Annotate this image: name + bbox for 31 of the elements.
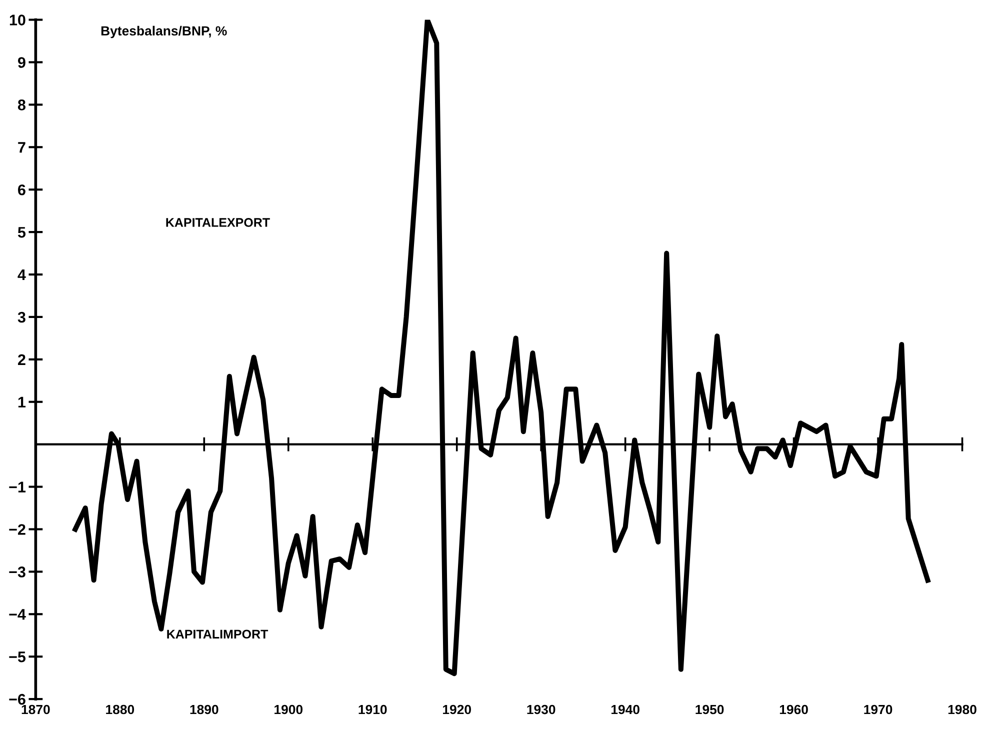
y-tick-label: 8 xyxy=(18,100,26,110)
y-tick-label: 4 xyxy=(18,270,26,280)
y-tick-label: 6 xyxy=(18,184,26,196)
y-tick-label: 10 xyxy=(10,14,26,26)
y-tick-label: −2 xyxy=(9,524,26,535)
x-tick-label: 1940 xyxy=(611,704,640,714)
y-tick-label: −1 xyxy=(9,482,26,492)
y-tick-label: −4 xyxy=(9,609,26,620)
x-tick-label: 1900 xyxy=(274,704,303,714)
y-tick-label: 9 xyxy=(18,57,26,68)
x-tick-label: 1910 xyxy=(358,704,387,714)
x-tick-label: 1890 xyxy=(190,704,218,714)
annotation: KAPITALEXPORT xyxy=(166,218,270,227)
x-tick-label: 1970 xyxy=(864,704,892,714)
y-axis-title: Bytesbalans/BNP, % xyxy=(101,26,227,38)
x-tick-label: 1930 xyxy=(527,704,556,714)
y-tick-label: 7 xyxy=(18,142,26,153)
x-tick-label: 1920 xyxy=(443,704,471,714)
y-tick-label: −6 xyxy=(9,694,26,705)
x-tick-label: 1960 xyxy=(780,704,808,714)
x-tick-label: 1870 xyxy=(22,704,50,714)
y-tick-label: 3 xyxy=(18,312,26,323)
x-tick-label: 1950 xyxy=(696,704,724,714)
x-tick-label: 1880 xyxy=(106,704,134,714)
x-tick-label: 1980 xyxy=(948,704,976,714)
y-tick-label: 2 xyxy=(18,354,26,365)
y-tick-label: −5 xyxy=(9,652,26,662)
y-tick-label: −3 xyxy=(9,566,26,578)
y-tick-label: 1 xyxy=(18,396,26,408)
y-tick-label: 5 xyxy=(18,227,26,238)
annotation: KAPITALIMPORT xyxy=(167,630,268,639)
